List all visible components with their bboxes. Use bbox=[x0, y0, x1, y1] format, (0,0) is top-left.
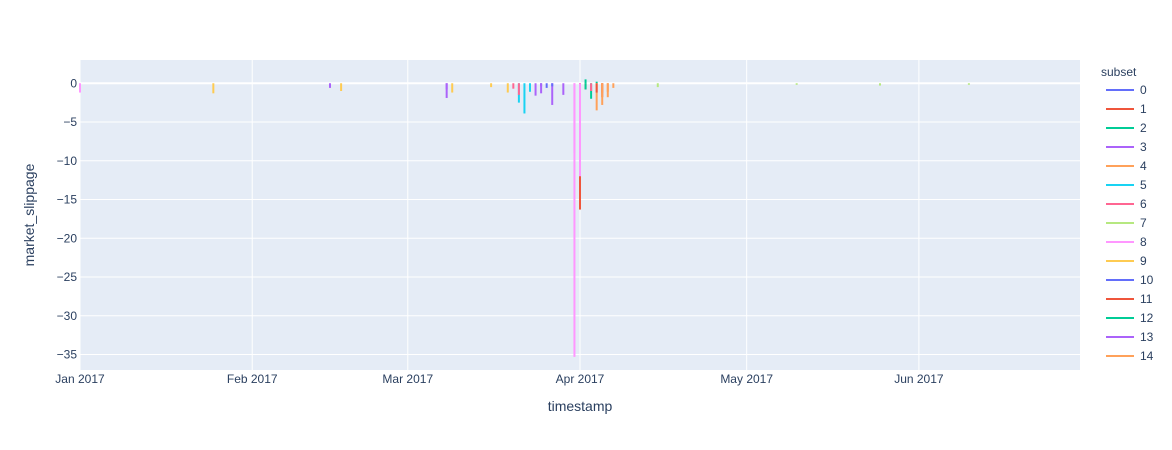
legend-label: 8 bbox=[1140, 235, 1147, 249]
legend-item-0[interactable]: 0 bbox=[1106, 83, 1147, 97]
series-13 bbox=[329, 83, 565, 95]
legend-item-10[interactable]: 10 bbox=[1106, 273, 1154, 287]
x-tick-label: Feb 2017 bbox=[227, 372, 278, 386]
legend-item-12[interactable]: 12 bbox=[1106, 311, 1154, 325]
legend-item-13[interactable]: 13 bbox=[1106, 330, 1154, 344]
y-tick-label: 0 bbox=[70, 76, 77, 90]
legend-label: 4 bbox=[1140, 159, 1147, 173]
series-3 bbox=[445, 83, 554, 105]
legend-item-7[interactable]: 7 bbox=[1106, 216, 1147, 230]
legend-item-14[interactable]: 14 bbox=[1106, 349, 1154, 363]
legend-label: 9 bbox=[1140, 254, 1147, 268]
legend-label: 2 bbox=[1140, 121, 1147, 135]
y-tick-label: −20 bbox=[57, 231, 78, 245]
plot-area bbox=[79, 79, 970, 357]
legend-label: 6 bbox=[1140, 197, 1147, 211]
x-tick-label: Apr 2017 bbox=[556, 372, 605, 386]
y-tick-label: −35 bbox=[57, 348, 78, 362]
legend-label: 7 bbox=[1140, 216, 1147, 230]
x-axis-title: timestamp bbox=[548, 398, 613, 414]
legend-item-9[interactable]: 9 bbox=[1106, 254, 1147, 268]
x-tick-label: Jun 2017 bbox=[894, 372, 944, 386]
series-7 bbox=[656, 83, 970, 88]
legend-item-1[interactable]: 1 bbox=[1106, 102, 1147, 116]
y-tick-label: −30 bbox=[57, 309, 78, 323]
legend-item-5[interactable]: 5 bbox=[1106, 178, 1147, 192]
legend-item-3[interactable]: 3 bbox=[1106, 140, 1147, 154]
series-8 bbox=[79, 83, 581, 357]
series-9 bbox=[212, 83, 509, 94]
x-tick-label: Mar 2017 bbox=[382, 372, 433, 386]
legend-item-6[interactable]: 6 bbox=[1106, 197, 1147, 211]
legend-item-2[interactable]: 2 bbox=[1106, 121, 1147, 135]
x-tick-label: May 2017 bbox=[720, 372, 773, 386]
legend-label: 11 bbox=[1140, 292, 1153, 306]
y-tick-label: −5 bbox=[63, 115, 77, 129]
series-6 bbox=[512, 83, 593, 95]
legend-item-11[interactable]: 11 bbox=[1106, 292, 1153, 306]
legend-item-8[interactable]: 8 bbox=[1106, 235, 1147, 249]
legend-title: subset bbox=[1101, 65, 1137, 79]
y-tick-label: −25 bbox=[57, 270, 78, 284]
series-14 bbox=[601, 83, 609, 105]
x-tick-label: Jan 2017 bbox=[55, 372, 105, 386]
legend-label: 1 bbox=[1140, 102, 1147, 116]
legend-label: 0 bbox=[1140, 83, 1147, 97]
y-tick-label: −15 bbox=[57, 193, 78, 207]
legend-label: 5 bbox=[1140, 178, 1147, 192]
legend-label: 12 bbox=[1140, 311, 1154, 325]
y-tick-labels: 0 −5 −10 −15 −20 −25 −30 −35 bbox=[57, 76, 78, 361]
legend-label: 13 bbox=[1140, 330, 1154, 344]
y-axis-title: market_slippage bbox=[21, 163, 37, 266]
legend-label: 3 bbox=[1140, 140, 1147, 154]
legend-item-4[interactable]: 4 bbox=[1106, 159, 1147, 173]
y-tick-label: −10 bbox=[57, 154, 78, 168]
legend-label: 14 bbox=[1140, 349, 1154, 363]
series-10 bbox=[545, 83, 554, 88]
x-tick-labels: Jan 2017 Feb 2017 Mar 2017 Apr 2017 May 2017… bbox=[55, 372, 944, 386]
legend-label: 10 bbox=[1140, 273, 1154, 287]
